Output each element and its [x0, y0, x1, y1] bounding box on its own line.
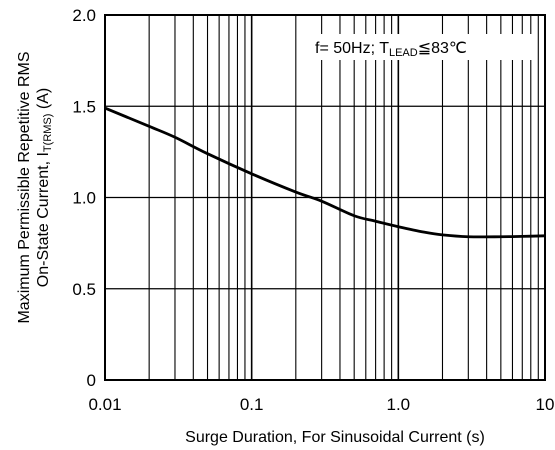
annotation-subscript: LEAD [389, 47, 418, 59]
annotation-prefix: f= 50Hz; T [315, 40, 389, 57]
x-axis-label: Surge Duration, For Sinusoidal Current (… [185, 429, 485, 446]
y-axis-label-line2-prefix: On-State Current, I [35, 152, 52, 287]
y-axis-label-line2: On-State Current, IT(RMS) (A) [35, 88, 54, 287]
series-group [104, 106, 546, 239]
x-tick-label: 0.01 [88, 395, 121, 414]
x-tick-label: 10 [536, 395, 555, 414]
y-tick-label: 1.0 [72, 189, 96, 208]
x-tick-label: 0.1 [240, 395, 264, 414]
series-line-0 [104, 106, 546, 239]
y-tick-label: 1.5 [72, 97, 96, 116]
y-tick-label: 2.0 [72, 6, 96, 25]
y-tick-label: 0 [87, 371, 96, 390]
y-tick-labels: 0 0.5 1.0 1.5 2.0 [72, 6, 96, 390]
annotation-suffix: ≦83℃ [418, 40, 467, 57]
y-axis-label-line2-suffix: (A) [35, 88, 52, 114]
grid [105, 15, 545, 380]
annotation-background [306, 34, 534, 60]
y-axis-label-line1: Maximum Permissible Repetitive RMS [16, 51, 33, 323]
y-axis-label-subscript: T(RMS) [42, 114, 54, 153]
x-tick-labels: 0.01 0.1 1.0 10 [88, 395, 554, 414]
annotation: f= 50Hz; TLEAD≦83℃ [315, 40, 467, 59]
plot-frame [104, 14, 546, 381]
y-tick-label: 0.5 [72, 280, 96, 299]
y-axis-label: Maximum Permissible Repetitive RMS On-St… [16, 51, 54, 323]
x-tick-label: 1.0 [387, 395, 411, 414]
